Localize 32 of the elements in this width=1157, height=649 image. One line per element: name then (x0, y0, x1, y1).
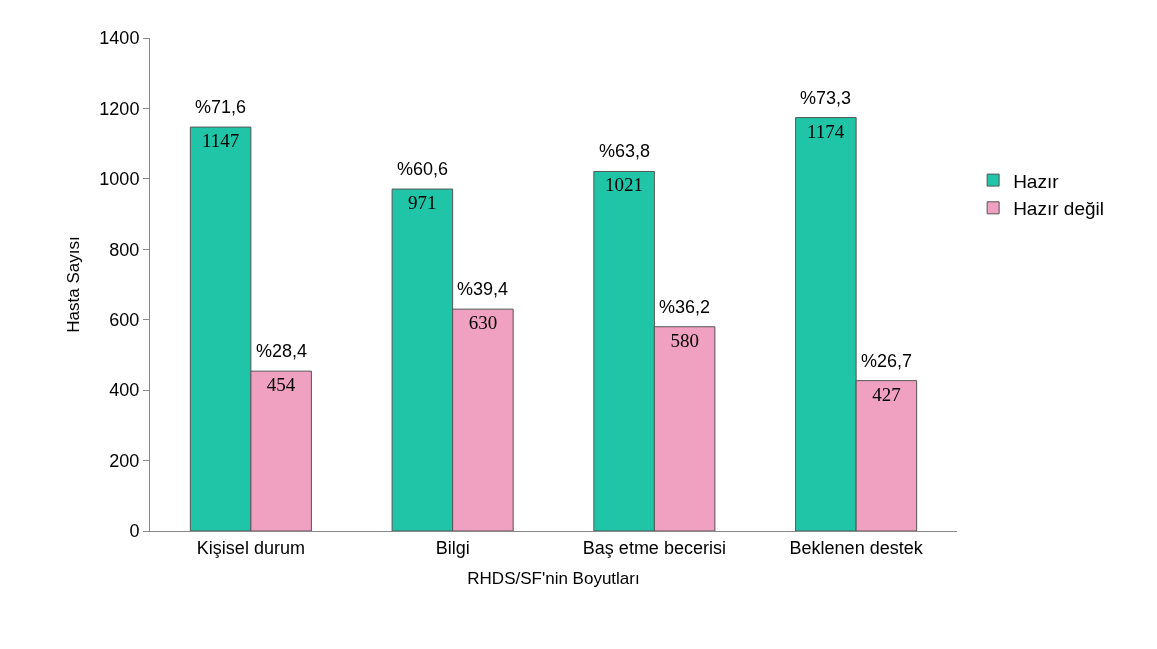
data-label: 580 (670, 329, 699, 351)
x-tick-label: Beklenen destek (789, 537, 924, 558)
annotation: %63,8 (599, 141, 651, 161)
data-label: 427 (872, 383, 901, 405)
annotation: %28,4 (256, 341, 308, 361)
data-label: 1021 (605, 174, 644, 196)
data-label: 971 (408, 192, 437, 214)
data-label: 454 (266, 374, 296, 396)
legend-label: Hazır değil (1013, 198, 1104, 220)
y-tick-label: 0 (129, 521, 140, 542)
annotation: %39,4 (457, 279, 509, 299)
y-tick-label: 1000 (99, 169, 140, 190)
legend-label: Hazır (1013, 170, 1060, 192)
x-axis-title: RHDS/SF'nin Boyutları (467, 569, 640, 588)
x-tick-label: Baş etme becerisi (582, 537, 726, 558)
y-tick-label: 800 (109, 239, 140, 260)
data-label: 1147 (201, 130, 240, 152)
y-tick-label: 200 (109, 450, 140, 471)
x-tick-label: Bilgi (435, 537, 470, 558)
annotation: %36,2 (659, 297, 711, 317)
annotation: %71,6 (195, 97, 247, 117)
x-tick-label: Kişisel durum (196, 537, 305, 558)
y-tick-label: 600 (109, 310, 140, 331)
data-label: 1174 (806, 120, 845, 142)
annotation: %73,3 (800, 88, 852, 108)
annotation: %60,6 (397, 159, 449, 179)
y-tick-label: 400 (109, 380, 140, 401)
y-tick-label: 1400 (99, 28, 140, 49)
y-tick-label: 1200 (99, 98, 140, 119)
data-label: 630 (468, 312, 498, 334)
y-axis-title: Hasta Sayısı (63, 236, 83, 333)
annotation: %26,7 (861, 351, 913, 371)
